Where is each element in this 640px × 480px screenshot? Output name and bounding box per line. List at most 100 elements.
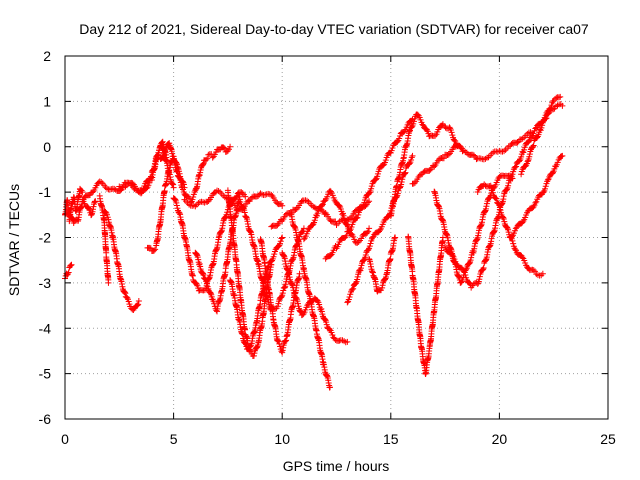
series-arc-20 xyxy=(300,187,373,246)
data-point xyxy=(534,134,541,141)
series-arc-6 xyxy=(101,208,142,313)
data-point xyxy=(336,202,343,209)
data-point xyxy=(340,212,347,219)
data-point xyxy=(542,185,549,192)
data-point xyxy=(432,132,439,139)
data-point xyxy=(448,129,455,136)
data-point xyxy=(65,269,72,276)
data-point xyxy=(203,280,210,287)
data-point xyxy=(359,204,366,211)
data-point xyxy=(461,269,468,276)
data-point xyxy=(210,298,217,305)
data-point xyxy=(242,193,249,200)
x-tick-label: 25 xyxy=(600,431,616,447)
data-point xyxy=(362,251,369,258)
data-point xyxy=(159,154,166,161)
series-arc-12 xyxy=(192,198,242,315)
data-point xyxy=(343,232,350,239)
data-point xyxy=(247,343,254,350)
x-tick-label: 5 xyxy=(170,431,178,447)
data-point xyxy=(394,138,401,145)
data-point xyxy=(236,193,243,200)
data-point xyxy=(270,253,277,260)
data-point xyxy=(526,151,533,158)
data-point xyxy=(209,154,216,161)
data-point xyxy=(483,203,490,210)
data-point xyxy=(528,133,535,140)
series-arc-14 xyxy=(227,234,286,353)
data-point xyxy=(365,246,372,253)
data-point xyxy=(366,198,373,205)
x-tick-label: 10 xyxy=(274,431,290,447)
data-point xyxy=(555,94,562,101)
data-point xyxy=(151,247,158,254)
data-point xyxy=(112,186,119,193)
data-point xyxy=(105,279,112,286)
data-point xyxy=(180,186,187,193)
data-point xyxy=(366,225,373,232)
data-point xyxy=(510,240,517,247)
data-point xyxy=(102,209,109,216)
data-point xyxy=(518,153,525,160)
x-axis-label: GPS time / hours xyxy=(283,458,390,474)
data-point xyxy=(358,235,365,242)
data-point xyxy=(220,144,227,151)
data-point xyxy=(467,257,474,264)
data-point xyxy=(559,152,566,159)
data-point xyxy=(538,124,545,131)
data-point xyxy=(344,222,351,229)
data-point xyxy=(189,196,196,203)
data-point xyxy=(507,177,514,184)
y-tick-labels: -6 -5 -4 -3 -2 -1 0 1 2 xyxy=(39,48,52,427)
data-point xyxy=(408,156,415,163)
y-tick-label: -6 xyxy=(39,411,52,427)
y-tick-label: -4 xyxy=(39,320,52,336)
data-point xyxy=(512,225,519,232)
data-point xyxy=(276,340,283,347)
data-point xyxy=(164,157,171,164)
data-point xyxy=(332,336,339,343)
data-point xyxy=(337,205,344,212)
data-point xyxy=(182,192,189,199)
data-point xyxy=(532,268,539,275)
data-point xyxy=(512,246,519,253)
data-point xyxy=(543,115,550,122)
data-point xyxy=(277,238,284,245)
data-point xyxy=(348,223,355,230)
data-point xyxy=(493,195,500,202)
series-arc-25 xyxy=(405,233,446,378)
data-point xyxy=(176,210,183,217)
data-point xyxy=(559,102,566,109)
y-tick-label: -5 xyxy=(39,366,52,382)
data-point xyxy=(300,225,307,232)
data-point xyxy=(408,124,415,131)
data-point xyxy=(135,301,142,308)
data-point xyxy=(134,302,141,309)
data-point xyxy=(368,185,375,192)
data-point xyxy=(357,265,364,272)
data-point xyxy=(278,235,285,242)
data-point xyxy=(519,254,526,261)
data-point xyxy=(79,189,86,196)
data-point xyxy=(526,153,533,160)
data-point xyxy=(544,176,551,183)
data-point xyxy=(293,295,300,302)
y-tick-label: 0 xyxy=(43,139,51,155)
data-point xyxy=(152,246,159,253)
data-point xyxy=(410,118,417,125)
data-point xyxy=(311,217,318,224)
data-point xyxy=(473,156,480,163)
data-point xyxy=(540,189,547,196)
data-point xyxy=(505,182,512,189)
data-point xyxy=(557,93,564,100)
data-point xyxy=(348,287,355,294)
y-tick-label: -3 xyxy=(39,275,52,291)
data-point xyxy=(509,233,516,240)
data-point xyxy=(354,214,361,221)
data-point xyxy=(170,184,177,191)
data-point xyxy=(205,197,212,204)
series-arc-8 xyxy=(144,153,188,255)
data-point xyxy=(172,196,179,203)
data-point xyxy=(520,218,527,225)
